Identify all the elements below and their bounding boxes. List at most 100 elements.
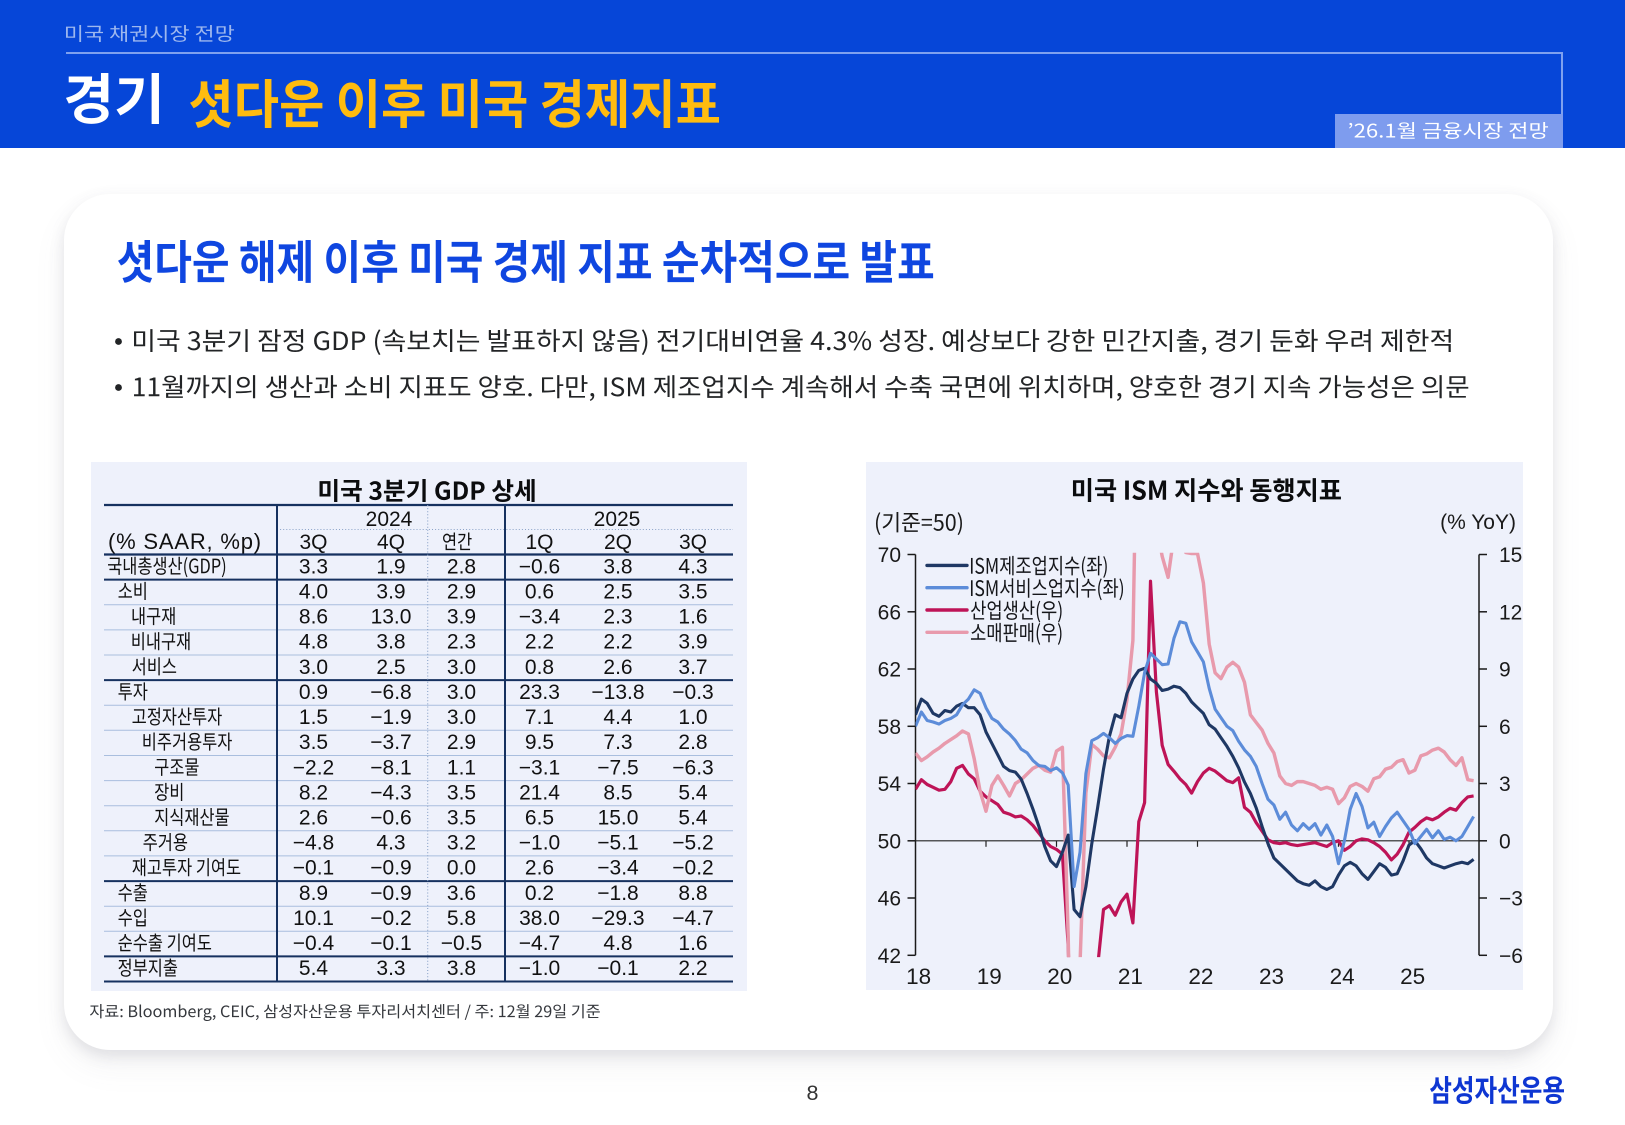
svg-text:22: 22 <box>1188 964 1213 989</box>
svg-text:−29.3: −29.3 <box>591 907 644 930</box>
svg-text:3.7: 3.7 <box>678 656 707 679</box>
svg-text:8.6: 8.6 <box>299 606 328 629</box>
svg-text:−1.9: −1.9 <box>370 706 411 729</box>
svg-text:8.2: 8.2 <box>299 781 328 804</box>
svg-text:1.6: 1.6 <box>678 932 707 955</box>
svg-text:2.9: 2.9 <box>447 580 476 603</box>
svg-text:4.3: 4.3 <box>678 555 707 578</box>
svg-text:−6.8: −6.8 <box>370 681 411 704</box>
svg-text:46: 46 <box>878 888 901 911</box>
svg-text:3Q: 3Q <box>679 531 707 554</box>
svg-text:3.8: 3.8 <box>447 957 476 980</box>
svg-text:−0.5: −0.5 <box>441 932 482 955</box>
svg-text:7.3: 7.3 <box>603 731 632 754</box>
svg-text:70: 70 <box>878 544 901 567</box>
svg-text:3.8: 3.8 <box>603 555 632 578</box>
svg-text:23.3: 23.3 <box>519 681 560 704</box>
svg-text:8: 8 <box>807 1081 819 1105</box>
svg-text:2.2: 2.2 <box>603 631 632 654</box>
svg-text:15.0: 15.0 <box>598 807 639 830</box>
svg-text:2.3: 2.3 <box>603 606 632 629</box>
svg-text:8.9: 8.9 <box>299 882 328 905</box>
svg-text:50: 50 <box>878 830 901 853</box>
svg-text:−4.7: −4.7 <box>519 932 560 955</box>
svg-text:−8.1: −8.1 <box>370 756 411 779</box>
svg-text:1.0: 1.0 <box>678 706 707 729</box>
svg-text:−0.3: −0.3 <box>672 681 713 704</box>
svg-text:−0.2: −0.2 <box>672 857 713 880</box>
svg-text:5.8: 5.8 <box>447 907 476 930</box>
svg-text:0.9: 0.9 <box>299 681 328 704</box>
svg-text:−0.1: −0.1 <box>293 857 334 880</box>
svg-text:−3.1: −3.1 <box>519 756 560 779</box>
svg-text:3.9: 3.9 <box>678 631 707 654</box>
svg-text:7.1: 7.1 <box>525 706 554 729</box>
svg-text:66: 66 <box>878 601 901 624</box>
svg-text:−0.9: −0.9 <box>370 882 411 905</box>
svg-text:3.3: 3.3 <box>299 555 328 578</box>
svg-text:0.8: 0.8 <box>525 656 554 679</box>
svg-text:21: 21 <box>1118 964 1143 989</box>
svg-text:−3: −3 <box>1499 888 1523 911</box>
svg-text:−1.0: −1.0 <box>519 832 560 855</box>
svg-text:2.6: 2.6 <box>525 857 554 880</box>
svg-text:19: 19 <box>977 964 1002 989</box>
svg-text:3.2: 3.2 <box>447 832 476 855</box>
svg-text:−0.4: −0.4 <box>293 932 335 955</box>
svg-text:8.8: 8.8 <box>678 882 707 905</box>
svg-text:9.5: 9.5 <box>525 731 554 754</box>
svg-text:20: 20 <box>1047 964 1072 989</box>
svg-text:21.4: 21.4 <box>519 781 560 804</box>
svg-text:2.9: 2.9 <box>447 731 476 754</box>
svg-text:5.4: 5.4 <box>678 781 708 804</box>
svg-text:2.2: 2.2 <box>525 631 554 654</box>
svg-text:−0.1: −0.1 <box>597 957 638 980</box>
svg-text:2.5: 2.5 <box>376 656 405 679</box>
svg-text:24: 24 <box>1330 964 1355 989</box>
svg-text:2.2: 2.2 <box>678 957 707 980</box>
svg-text:42: 42 <box>878 945 901 968</box>
svg-text:1.6: 1.6 <box>678 606 707 629</box>
svg-text:10.1: 10.1 <box>293 907 334 930</box>
svg-text:−5.1: −5.1 <box>597 832 638 855</box>
svg-text:−4.3: −4.3 <box>370 781 411 804</box>
svg-text:15: 15 <box>1499 544 1522 567</box>
svg-text:12: 12 <box>1499 601 1522 624</box>
svg-text:54: 54 <box>878 773 902 796</box>
svg-text:3.0: 3.0 <box>447 706 476 729</box>
svg-text:−6.3: −6.3 <box>672 756 713 779</box>
svg-text:−4.7: −4.7 <box>672 907 713 930</box>
svg-text:2.6: 2.6 <box>603 656 632 679</box>
svg-text:−0.6: −0.6 <box>370 807 411 830</box>
svg-text:−3.7: −3.7 <box>370 731 411 754</box>
svg-text:−2.2: −2.2 <box>293 756 334 779</box>
svg-text:18: 18 <box>906 964 931 989</box>
svg-text:2.8: 2.8 <box>447 555 476 578</box>
svg-text:3.8: 3.8 <box>376 631 405 654</box>
svg-text:1.1: 1.1 <box>447 756 476 779</box>
svg-text:6: 6 <box>1499 716 1511 739</box>
svg-text:1Q: 1Q <box>525 531 553 554</box>
svg-text:4.8: 4.8 <box>299 631 328 654</box>
svg-text:2.3: 2.3 <box>447 631 476 654</box>
svg-text:3.0: 3.0 <box>299 656 328 679</box>
svg-text:−0.9: −0.9 <box>370 857 411 880</box>
svg-text:3.3: 3.3 <box>376 957 405 980</box>
svg-text:2.6: 2.6 <box>299 807 328 830</box>
svg-text:−0.1: −0.1 <box>370 932 411 955</box>
svg-text:3: 3 <box>1499 773 1511 796</box>
svg-text:3.0: 3.0 <box>447 681 476 704</box>
svg-text:3Q: 3Q <box>299 531 327 554</box>
svg-text:4.0: 4.0 <box>299 580 328 603</box>
svg-text:−6: −6 <box>1499 945 1523 968</box>
svg-text:62: 62 <box>878 659 901 682</box>
svg-text:−1.0: −1.0 <box>519 957 560 980</box>
svg-text:5.4: 5.4 <box>299 957 329 980</box>
svg-text:3.6: 3.6 <box>447 882 476 905</box>
svg-text:−7.5: −7.5 <box>597 756 638 779</box>
svg-text:3.9: 3.9 <box>447 606 476 629</box>
svg-text:0.6: 0.6 <box>525 580 554 603</box>
svg-text:3.5: 3.5 <box>447 781 476 804</box>
svg-text:1.9: 1.9 <box>376 555 405 578</box>
svg-text:−3.4: −3.4 <box>519 606 561 629</box>
